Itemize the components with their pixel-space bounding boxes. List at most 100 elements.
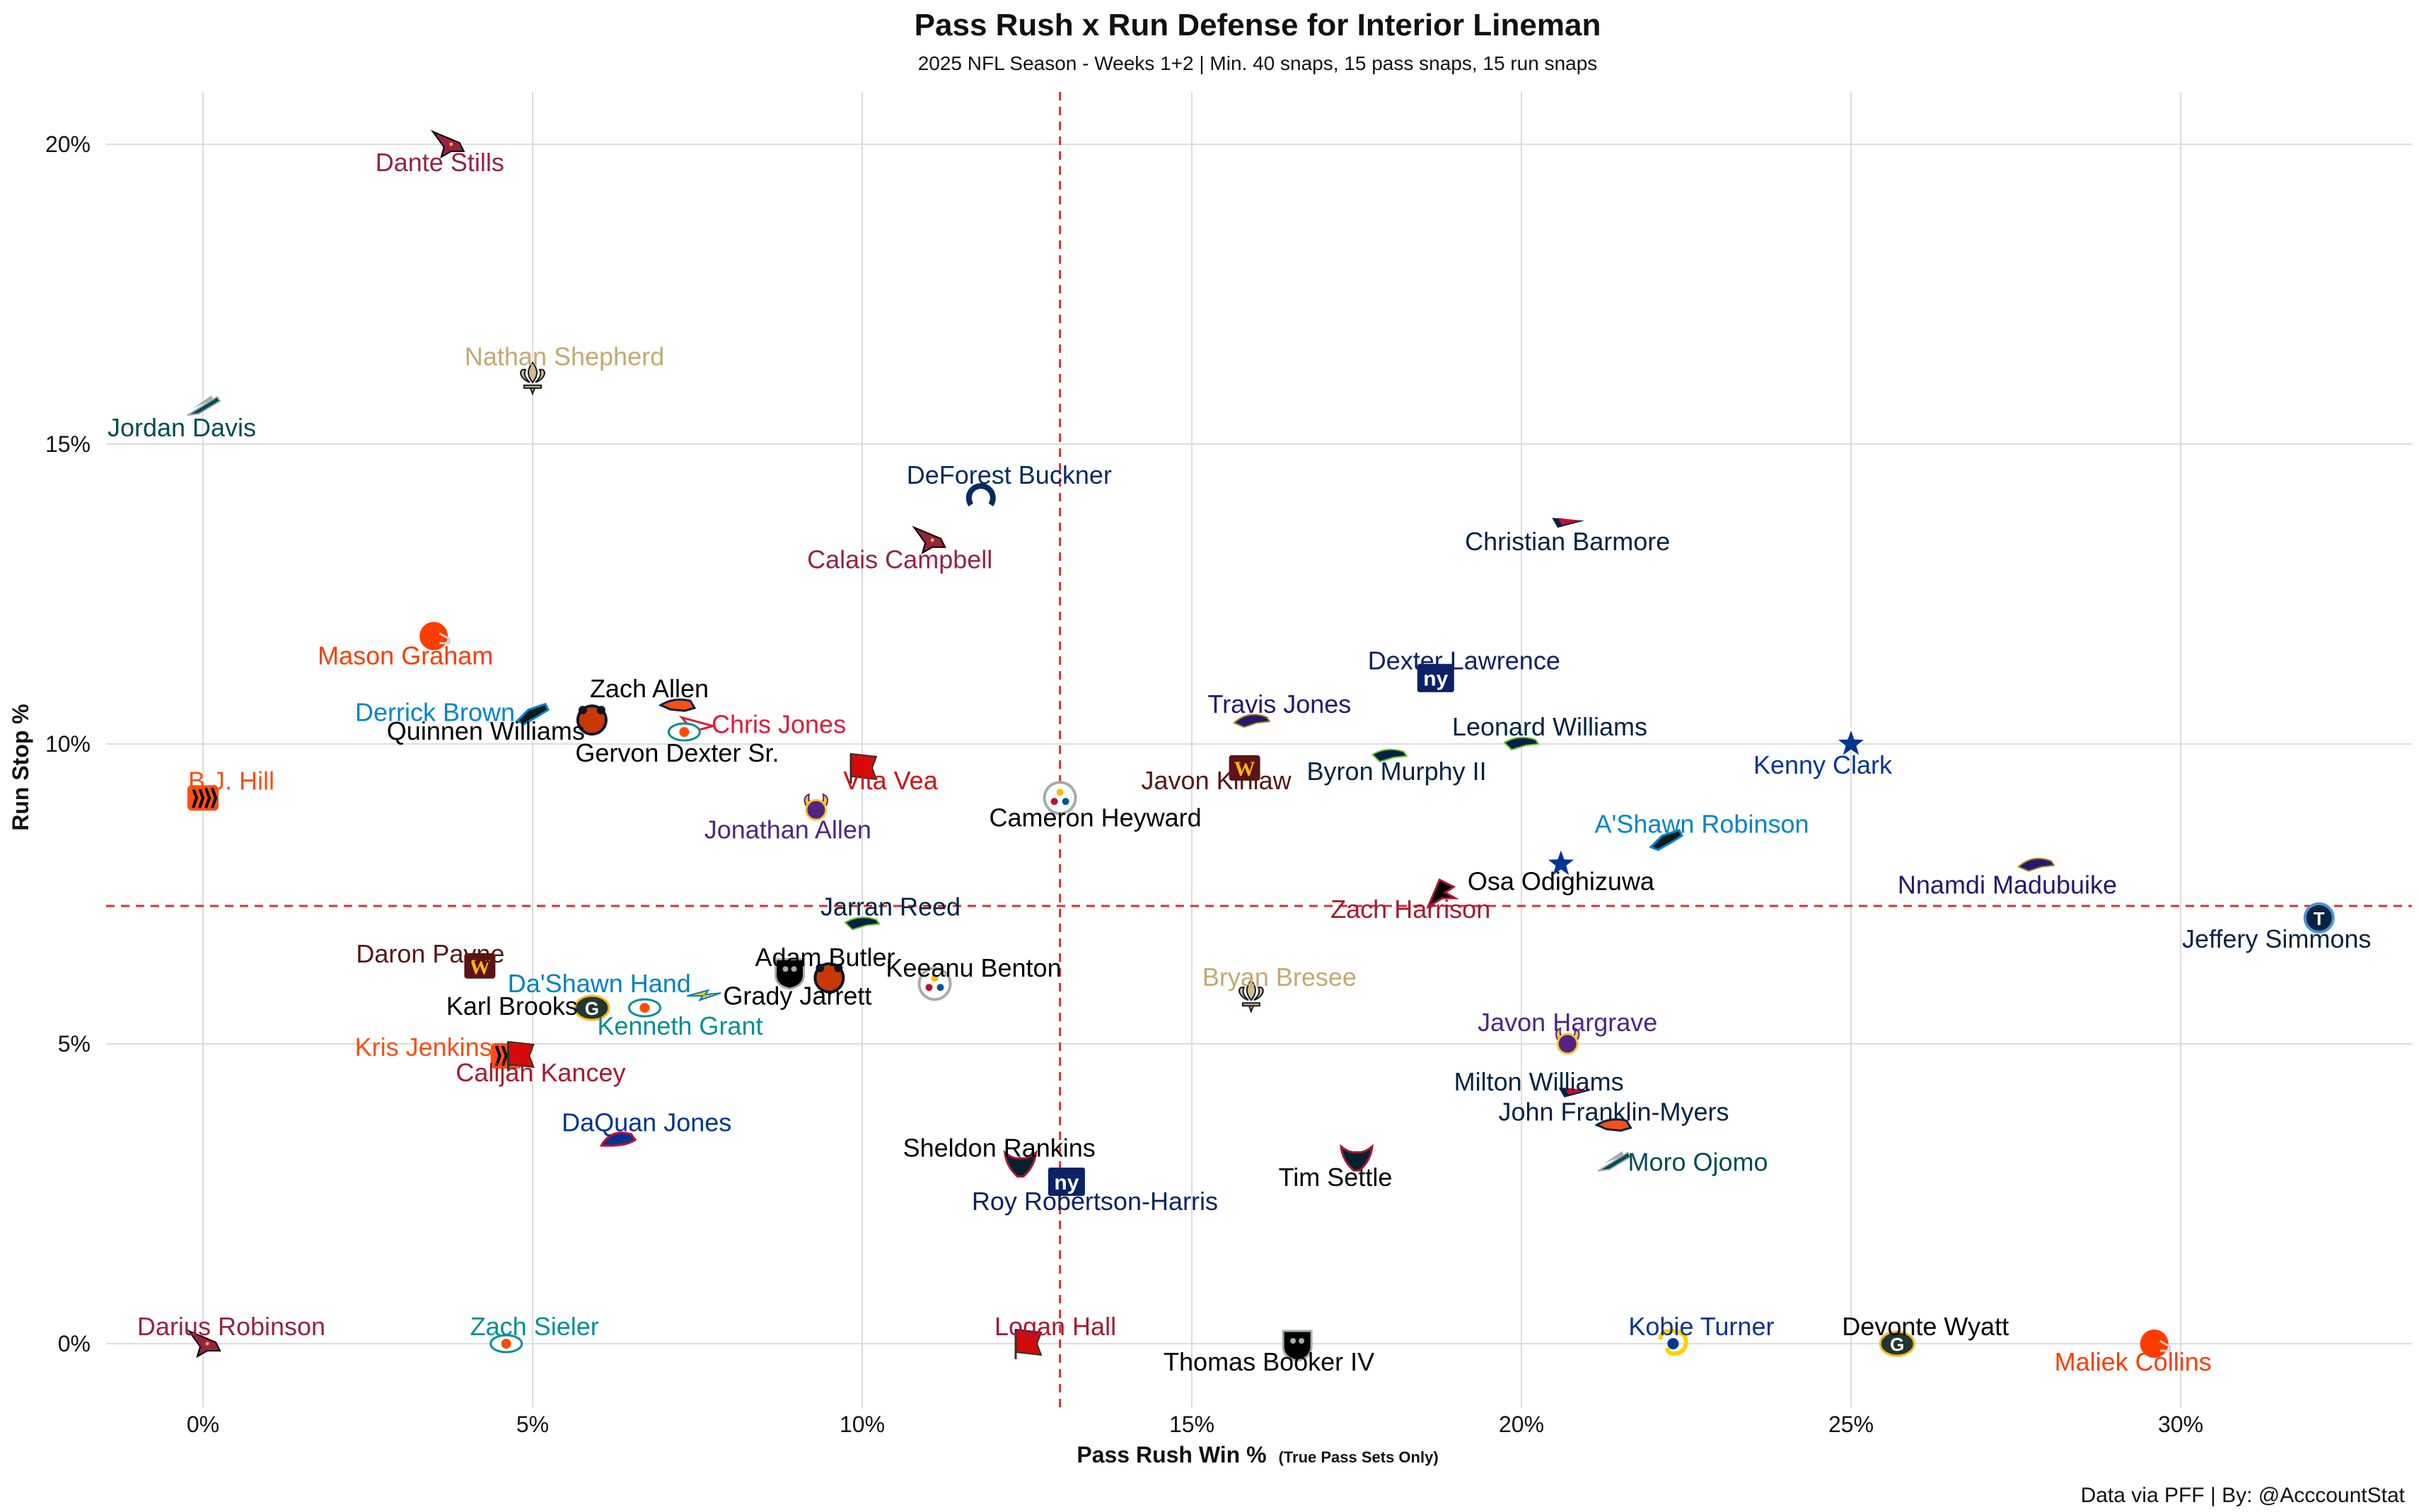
point-label-kobie-turner: Kobie Turner — [1628, 1312, 1774, 1341]
point-label-calais-campbell: Calais Campbell — [807, 545, 992, 574]
point-label-jarran-reed: Jarran Reed — [820, 892, 961, 921]
x-tick-label: 15% — [1169, 1412, 1214, 1437]
patriot-icon — [1558, 1087, 1591, 1098]
point-label-adam-butler: Adam Butler — [755, 943, 895, 972]
point-label-dante-stills: Dante Stills — [376, 148, 504, 177]
point-label-roy-robertson-harris: Roy Robertson-Harris — [972, 1187, 1218, 1216]
raven-icon — [1233, 714, 1271, 728]
point-label-jordan-davis: Jordan Davis — [108, 413, 256, 442]
x-tick-label: 0% — [187, 1412, 219, 1437]
point-label-dexter-lawrence: Dexter Lawrence — [1368, 646, 1560, 675]
point-label-travis-jones: Travis Jones — [1208, 690, 1352, 719]
point-label-byron-murphy-ii: Byron Murphy II — [1307, 757, 1487, 786]
point-label-zach-harrison: Zach Harrison — [1330, 895, 1490, 924]
point-label-sheldon-rankins: Sheldon Rankins — [903, 1134, 1096, 1163]
raider-icon — [1282, 1330, 1313, 1362]
point-label-quinnen-williams: Quinnen Williams — [387, 716, 585, 745]
star-icon — [1544, 846, 1578, 878]
star-icon — [1834, 726, 1868, 759]
point-label-thomas-booker-iv: Thomas Booker IV — [1164, 1347, 1374, 1376]
point-label-b-j-hill: B.J. Hill — [188, 766, 274, 795]
point-label-jeffery-simmons: Jeffery Simmons — [2182, 924, 2371, 953]
point-label-darius-robinson: Darius Robinson — [137, 1312, 325, 1341]
seahawk-icon — [1503, 736, 1540, 751]
svg-text:G: G — [1890, 1334, 1904, 1355]
tick-labels: 0% 5% 10% 15% 20% 25% 30% 0% 5% 10% 15% 20% — [45, 132, 2203, 1437]
seahawk-icon — [1371, 748, 1408, 763]
point-label-chris-jones: Chris Jones — [712, 710, 846, 739]
helmet-icon — [2140, 1330, 2171, 1358]
chart-subtitle: 2025 NFL Season - Weeks 1+2 | Min. 40 sn… — [918, 52, 1598, 74]
point-label-vita-vea: Vita Vea — [843, 766, 938, 795]
viking-icon — [804, 793, 829, 821]
horseshoe-icon — [965, 483, 996, 507]
x-tick-label: 25% — [1828, 1412, 1874, 1437]
g-icon: G — [574, 994, 610, 1021]
raider-icon — [775, 958, 805, 990]
point-label-jonathan-allen: Jonathan Allen — [704, 815, 871, 844]
bolt-icon — [687, 989, 721, 1002]
y-tick-label: 5% — [58, 1031, 91, 1057]
svg-text:T: T — [2314, 908, 2325, 929]
svg-text:W: W — [469, 955, 490, 979]
point-label-osa-odighizuwa: Osa Odighizuwa — [1468, 867, 1655, 896]
point-label-bryan-bresee: Bryan Bresee — [1202, 963, 1357, 991]
x-tick-label: 5% — [516, 1412, 549, 1437]
svg-text:ny: ny — [1054, 1171, 1079, 1194]
point-labels: Dante Stills Nathan Shepherd Jordan Davis D… — [108, 148, 2371, 1376]
point-label-derrick-brown: Derrick Brown — [355, 698, 515, 727]
point-label-moro-ojomo: Moro Ojomo — [1628, 1148, 1768, 1177]
point-label-tim-settle: Tim Settle — [1279, 1163, 1393, 1192]
patriot-icon — [1552, 518, 1585, 528]
bronco-icon — [658, 698, 697, 712]
point-label-milton-williams: Milton Williams — [1454, 1067, 1624, 1096]
x-axis-title: Pass Rush Win % (True Pass Sets Only) — [1077, 1442, 1438, 1467]
point-label-daquan-jones: DaQuan Jones — [562, 1108, 731, 1137]
bengals-icon — [187, 785, 219, 811]
y-axis-title: Run Stop % — [8, 704, 33, 831]
bear-icon — [576, 704, 608, 736]
falcon-icon — [1426, 878, 1459, 909]
reference-lines — [106, 92, 2412, 1407]
helmet-icon — [419, 622, 451, 651]
bronco-icon — [1594, 1118, 1632, 1132]
x-tick-label: 30% — [2158, 1412, 2203, 1437]
point-label-kenny-clark: Kenny Clark — [1753, 750, 1893, 779]
cardinal-icon — [912, 525, 946, 554]
point-label-kenneth-grant: Kenneth Grant — [597, 1011, 762, 1040]
fleur-de-lis-icon — [1238, 979, 1264, 1014]
point-label-a-shawn-robinson: A'Shawn Robinson — [1594, 810, 1809, 839]
seahawk-icon — [844, 917, 881, 931]
point-label-john-franklin-myers: John Franklin-Myers — [1498, 1098, 1729, 1127]
point-label-nnamdi-madubuike: Nnamdi Madubuike — [1898, 871, 2117, 900]
chart-title: Pass Rush x Run Defense for Interior Lin… — [915, 8, 1601, 42]
ny-icon: ny — [1417, 663, 1454, 692]
point-label-keeanu-benton: Keeanu Benton — [886, 953, 1061, 982]
point-label-karl-brooks: Karl Brooks — [446, 991, 578, 1020]
point-label-javon-hargrave: Javon Hargrave — [1478, 1008, 1657, 1037]
point-label-deforest-buckner: DeForest Buckner — [907, 460, 1112, 489]
x-axis-note: (True Pass Sets Only) — [1278, 1448, 1438, 1466]
y-tick-label: 15% — [45, 431, 91, 457]
viking-icon — [1555, 1027, 1580, 1055]
point-label-cameron-heyward: Cameron Heyward — [990, 803, 1202, 832]
point-label-grady-jarrett: Grady Jarrett — [723, 982, 871, 1011]
point-label-logan-hall: Logan Hall — [994, 1312, 1116, 1341]
x-tick-label: 20% — [1499, 1412, 1544, 1437]
bull-icon — [1003, 1150, 1038, 1178]
data-points: ny W T W Gny G — [187, 129, 2335, 1362]
point-label-calijah-kancey: Calijah Kancey — [456, 1058, 625, 1087]
bull-icon — [1340, 1144, 1374, 1172]
cardinal-icon — [187, 1329, 221, 1359]
point-label-nathan-shepherd: Nathan Shepherd — [465, 342, 664, 371]
fleur-de-lis-icon — [520, 361, 545, 396]
panther-icon — [1649, 828, 1683, 851]
steeler-icon — [917, 967, 952, 1001]
dolphin-icon — [627, 998, 661, 1018]
y-tick-label: 0% — [58, 1331, 91, 1356]
chart-caption: Data via PFF | By: @AcccountStat — [2081, 1484, 2406, 1507]
flag-icon — [506, 1040, 535, 1071]
point-label-christian-barmore: Christian Barmore — [1465, 527, 1670, 556]
point-label-daron-payne: Daron Payne — [356, 939, 504, 968]
